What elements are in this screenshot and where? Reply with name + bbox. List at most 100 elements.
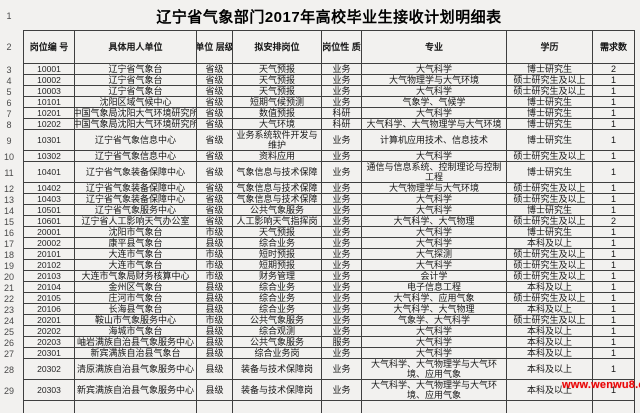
cell-unit-level: 县级 <box>197 238 233 249</box>
cell-count: 1 <box>593 194 635 205</box>
cell-post-id: 10601 <box>23 216 75 227</box>
cell-education: 博士研究生 <box>507 108 593 119</box>
cell-post-type: 业务 <box>322 271 362 282</box>
column-header: 拟安排岗位 <box>233 30 322 64</box>
cell-count: 1 <box>593 326 635 337</box>
table-row: 29 20303 新宾满族自治县气象服务中心 县级 装备与技术保障岗 业务 大气… <box>0 380 640 401</box>
cell-post-id: 20002 <box>23 238 75 249</box>
cell-post: 天气预报 <box>233 86 322 97</box>
table-header-row: 2 岗位编 号具体用人单位 单位 层级 拟安排岗位 岗位性 质专业 学历 需求数 <box>0 30 640 64</box>
cell-count: 1 <box>593 97 635 108</box>
cell-unit-level: 省级 <box>197 86 233 97</box>
cell-post: 财务管理 <box>233 271 322 282</box>
cell-post-id: 10001 <box>23 64 75 75</box>
cell-post-id: 20104 <box>23 282 75 293</box>
row-number: 3 <box>6 64 12 75</box>
cell-employer: 辽宁省气象台 <box>75 86 197 97</box>
cell-post-id: 10201 <box>23 108 75 119</box>
cell-post-id: 10002 <box>23 75 75 86</box>
cell-education: 博士研究生 <box>507 205 593 216</box>
cell-post-id: 20303 <box>23 380 75 401</box>
table-row: 6 10101 沈阳区域气候中心 省级 短期气候预测 业务 气象学、气候学 博士… <box>0 97 640 108</box>
row-number: 27 <box>3 348 14 359</box>
cell-post-id: 10003 <box>23 86 75 97</box>
cell-post-type: 服务 <box>322 337 362 348</box>
cell-unit-level: 省级 <box>197 162 233 183</box>
cell-unit-level: 市级 <box>197 315 233 326</box>
cell-post: 综合观测 <box>233 326 322 337</box>
cell-education: 博士研究生 <box>507 97 593 108</box>
cell-employer: 辽宁省气象台 <box>75 64 197 75</box>
cell-education: 硕士研究生及以上 <box>507 260 593 271</box>
cell-post: 天气预报 <box>233 75 322 86</box>
cell-major: 气象学、气候学 <box>362 97 507 108</box>
cell-count: 2 <box>593 64 635 75</box>
cell-post: 短期预报 <box>233 260 322 271</box>
table-row: 18 20101 大连市气象台 市级 短时预报 业务 大气探测 硕士研究生及以上… <box>0 249 640 260</box>
cell-unit-level: 县级 <box>197 337 233 348</box>
cell-employer: 沈阳市气象台 <box>75 227 197 238</box>
cell-employer: 辽宁省气象信息中心 <box>75 130 197 151</box>
cell-post-type: 业务 <box>322 130 362 151</box>
cell-post-type: 业务 <box>322 75 362 86</box>
cell-post-type: 业务 <box>322 205 362 216</box>
cell-post: 公共气象服务 <box>233 315 322 326</box>
cell-employer: 中国气象局沈阳大气环境研究所 <box>75 108 197 119</box>
cell-employer: 鞍山市气象服务中心 <box>75 315 197 326</box>
table-row: 11 10401 辽宁省气象装备保障中心 省级 气象信息与技术保障 业务 通信与… <box>0 162 640 183</box>
row-number: 10 <box>3 151 14 162</box>
row-number: 5 <box>6 86 12 97</box>
column-header: 具体用人单位 <box>75 30 197 64</box>
title-row: 1 辽宁省气象部门2017年高校毕业生接收计划明细表 <box>0 2 640 30</box>
cell-employer: 康平县气象台 <box>75 238 197 249</box>
cell-post-type: 业务 <box>322 293 362 304</box>
cell-post-type: 业务 <box>322 227 362 238</box>
row-number: 20 <box>3 271 14 282</box>
cell-major: 大气科学 <box>362 205 507 216</box>
table-row: 27 20301 新宾满族自治县气象台 县级 综合业务岗 业务 大气科学 本科及… <box>0 348 640 359</box>
cell-unit-level: 市级 <box>197 227 233 238</box>
cell-count: 1 <box>593 260 635 271</box>
cell-unit-level: 县级 <box>197 282 233 293</box>
cell-post-id: 20202 <box>23 326 75 337</box>
cell-employer: 大连市气象台 <box>75 260 197 271</box>
cell-major: 大气科学、大气物理学与大气环境 <box>362 119 507 130</box>
table-row: 4 10002 辽宁省气象台 省级 天气预报 业务 大气物理学与大气环境 硕士研… <box>0 75 640 86</box>
cell-education: 本科及以上 <box>507 359 593 380</box>
column-header: 学历 <box>507 30 593 64</box>
row-number: 12 <box>3 183 14 194</box>
row-number: 8 <box>6 119 12 130</box>
table-row: 20 20103 大连市气象局财务核算中心 市级 财务管理 业务 会计学 硕士研… <box>0 271 640 282</box>
cell-count: 1 <box>593 348 635 359</box>
cell-post-type: 业务 <box>322 315 362 326</box>
row-number: 21 <box>3 282 14 293</box>
cell-post-type: 业务 <box>322 97 362 108</box>
cell-post-type: 业务 <box>322 238 362 249</box>
row-number: 17 <box>3 238 14 249</box>
cell-major: 大气科学 <box>362 86 507 97</box>
cell-major: 计算机应用技术、信息技术 <box>362 130 507 151</box>
cell-post-id: 20001 <box>23 227 75 238</box>
cell-count: 1 <box>593 337 635 348</box>
cell-count: 1 <box>593 119 635 130</box>
cell-unit-level: 县级 <box>197 326 233 337</box>
cell-unit-level: 省级 <box>197 119 233 130</box>
cell-post-type: 业务 <box>322 304 362 315</box>
cell-employer: 海城市气象台 <box>75 326 197 337</box>
cell-unit-level: 省级 <box>197 97 233 108</box>
table-row: 15 10601 辽宁省人工影响天气办公室 省级 人工影响天气指挥岗 业务 大气… <box>0 216 640 227</box>
cell-post-type: 科研 <box>322 108 362 119</box>
cell-education: 本科及以上 <box>507 337 593 348</box>
cell-employer: 辽宁省气象装备保障中心 <box>75 162 197 183</box>
row-number: 29 <box>3 385 14 396</box>
cell-count: 1 <box>593 315 635 326</box>
table-row: 7 10201 中国气象局沈阳大气环境研究所 省级 数值预报 科研 大气科学 博… <box>0 108 640 119</box>
cell-education: 博士研究生 <box>507 227 593 238</box>
cell-education: 本科及以上 <box>507 380 593 401</box>
cell-education: 硕士研究生及以上 <box>507 216 593 227</box>
table-row: 21 20104 金州区气象台 县级 综合业务 业务 电子信息工程 本科及以上 … <box>0 282 640 293</box>
cell-post-type: 业务 <box>322 162 362 183</box>
cell-education: 本科及以上 <box>507 282 593 293</box>
cell-post-id: 20201 <box>23 315 75 326</box>
